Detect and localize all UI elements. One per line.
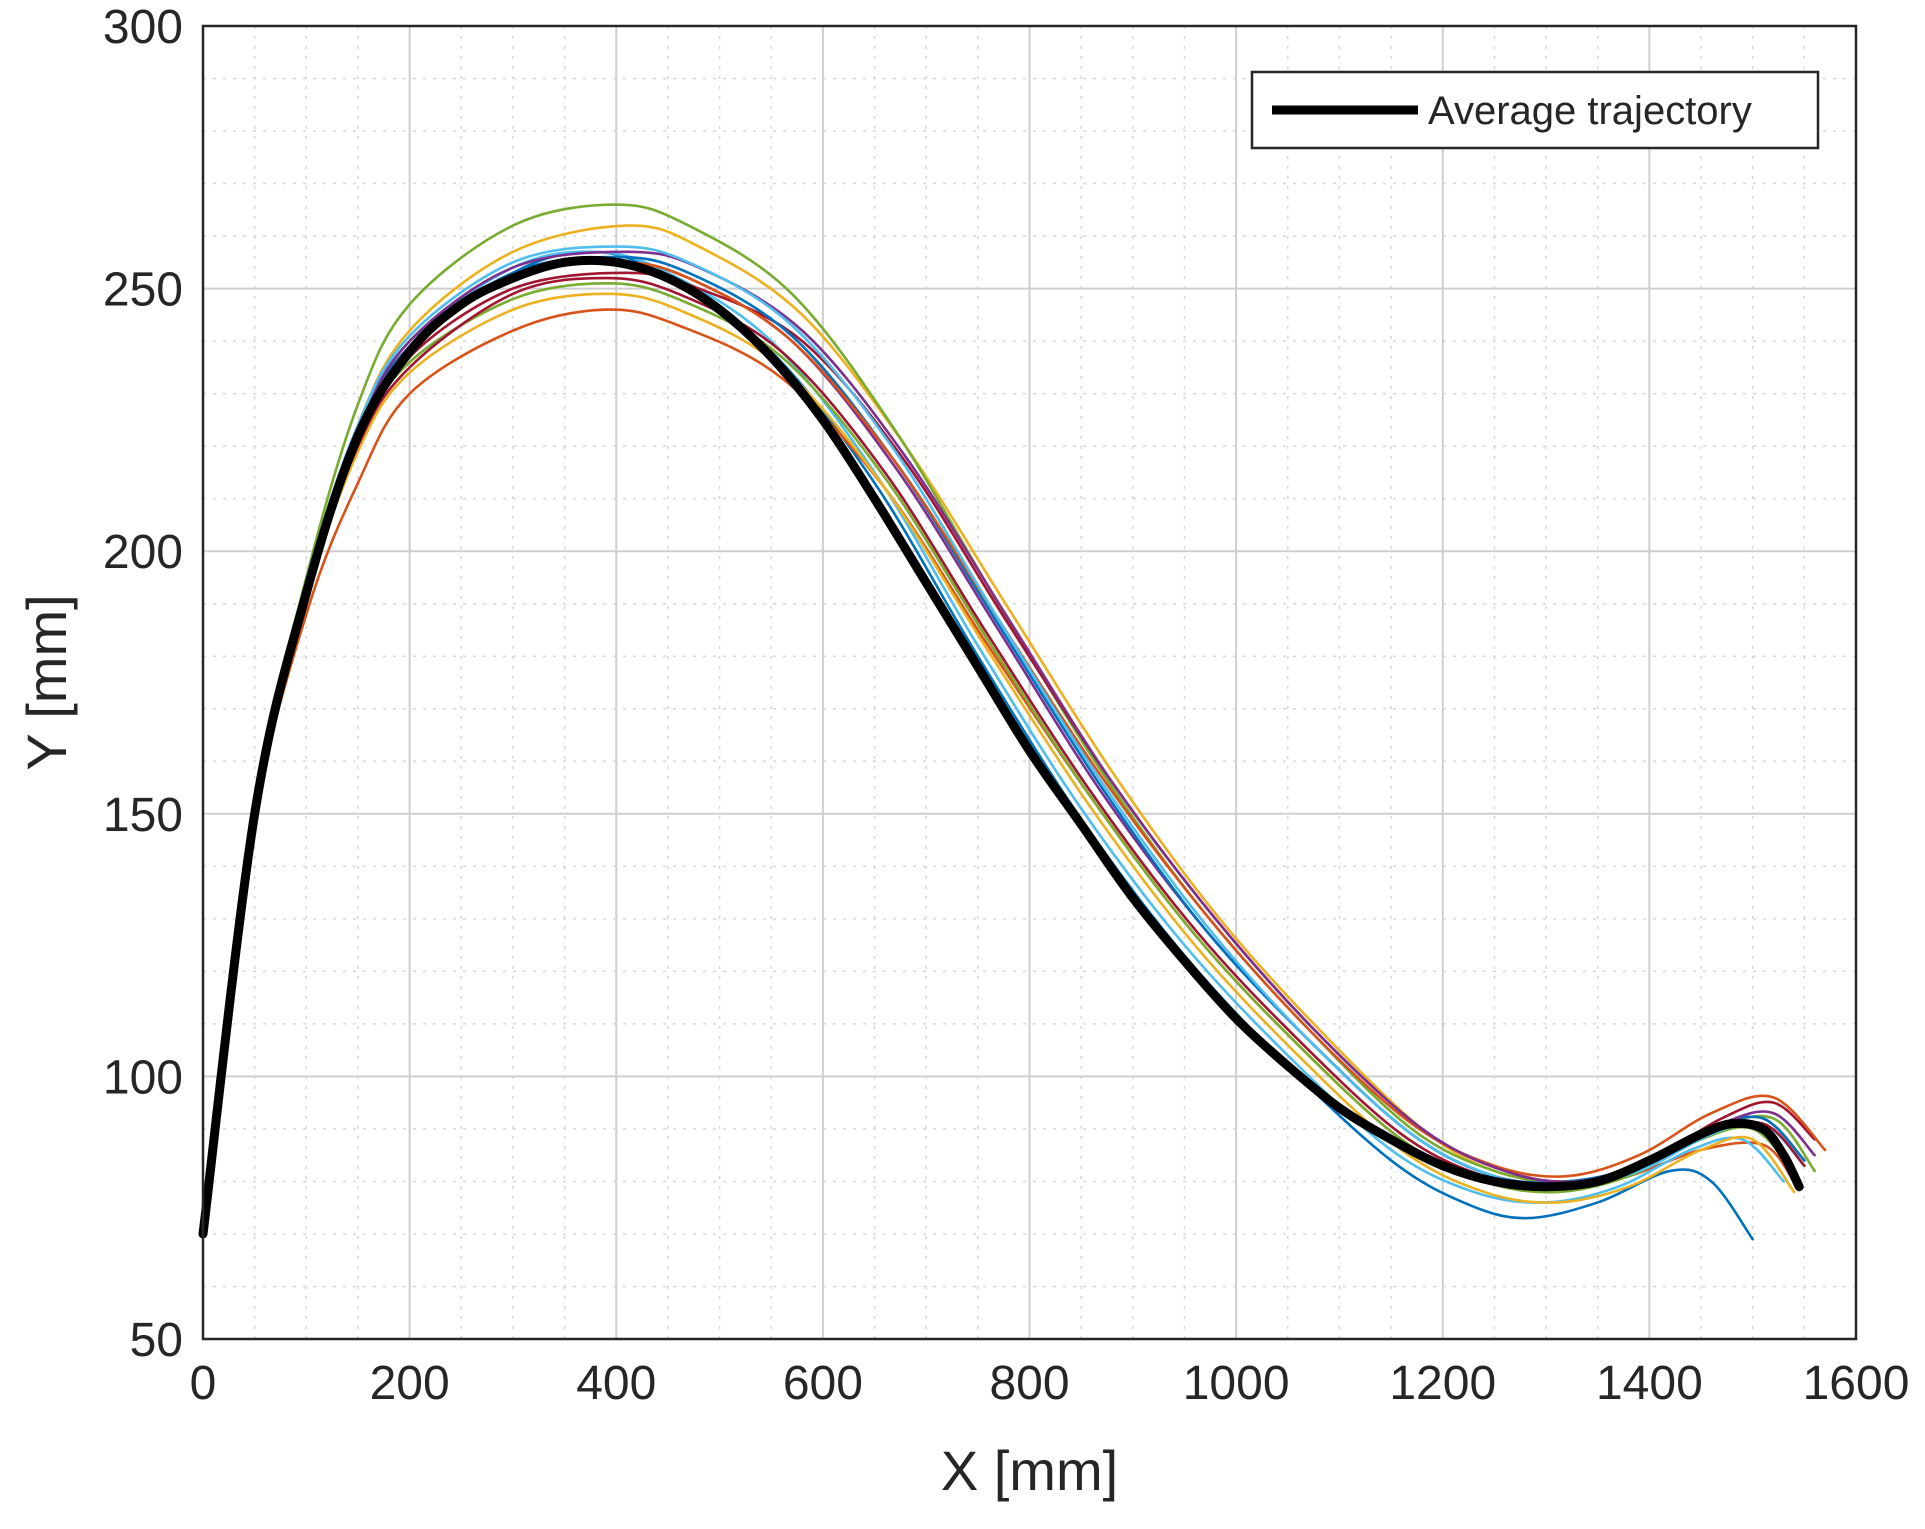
major-grid [202,25,1857,1340]
x-tick-label: 1000 [1183,1357,1290,1410]
x-tick-label: 600 [783,1357,863,1410]
x-tick-label: 400 [576,1357,656,1410]
x-tick-label: 800 [989,1357,1069,1410]
tick-labels: 0 200 400 600 800 1000 1200 1400 1600 50 100 150 200… [103,1,1909,1410]
legend: Average trajectory [1250,70,1820,150]
plot-frame [201,24,1858,1341]
x-tick-label: 0 [190,1357,217,1410]
x-axis-label: X [mm] [941,1439,1118,1502]
series-line-average-trajectory [198,255,1804,1239]
x-tick-label: 200 [370,1357,450,1410]
x-tick-label: 1200 [1389,1357,1496,1410]
y-tick-label: 200 [103,526,183,579]
series-group [198,203,1827,1241]
y-tick-label: 300 [103,1,183,54]
y-tick-label: 100 [103,1051,183,1104]
legend-label-average: Average trajectory [1428,89,1752,133]
x-tick-label: 1600 [1803,1357,1910,1410]
y-tick-label: 50 [130,1314,183,1367]
y-tick-label: 150 [103,789,183,842]
x-tick-label: 1400 [1596,1357,1703,1410]
y-tick-label: 250 [103,264,183,317]
y-axis-label: Y [mm] [15,594,78,770]
